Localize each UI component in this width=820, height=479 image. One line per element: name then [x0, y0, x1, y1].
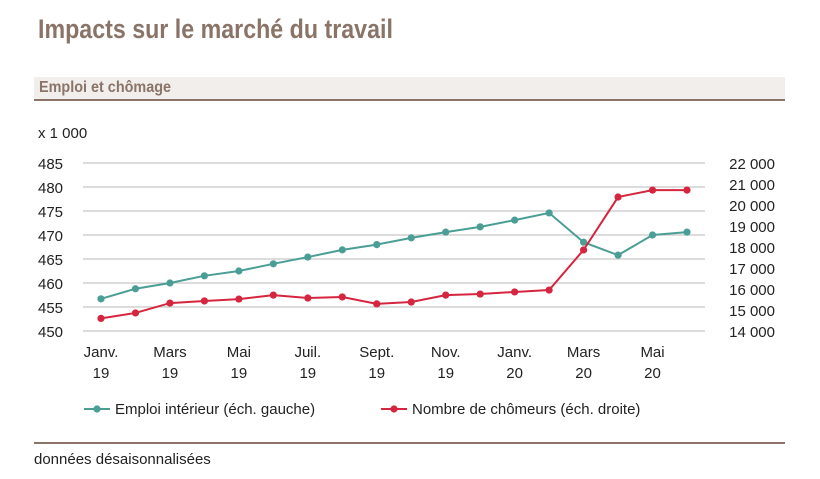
- x-axis-tick-label: 20: [506, 365, 523, 382]
- data-point: [235, 295, 243, 303]
- x-axis-tick-label: Mars: [567, 344, 600, 361]
- data-point: [235, 267, 243, 275]
- data-point: [131, 285, 140, 293]
- x-axis-tick-label: Janv.: [497, 344, 532, 361]
- right-axis-tick-label: 16 000: [729, 282, 775, 299]
- x-axis-tick-label: Mars: [153, 344, 186, 361]
- x-axis-tick-label: 19: [93, 365, 110, 382]
- data-point: [166, 299, 174, 307]
- data-point: [97, 295, 105, 303]
- x-axis-tick-label: Nov.: [431, 344, 461, 361]
- right-axis-tick-label: 19 000: [729, 219, 775, 236]
- x-axis-tick-label: Juil.: [294, 344, 321, 361]
- series-line-2: [100, 189, 687, 320]
- legend-label: Emploi intérieur (éch. gauche): [115, 401, 315, 418]
- x-axis-tick-label: 19: [162, 365, 179, 382]
- right-axis-tick-label: 17 000: [729, 261, 775, 278]
- data-point: [511, 216, 519, 224]
- data-point: [683, 228, 691, 236]
- data-point: [648, 231, 657, 239]
- left-axis-tick-label: 465: [38, 252, 63, 269]
- x-axis-tick-label: Mai: [227, 344, 251, 361]
- right-axis-tick-label: 14 000: [729, 324, 775, 341]
- data-point: [131, 309, 140, 317]
- data-point: [442, 291, 450, 299]
- legend-marker: [390, 405, 398, 413]
- left-axis-tick-label: 460: [38, 276, 63, 293]
- data-point: [338, 293, 346, 301]
- data-point: [373, 241, 381, 249]
- x-axis-tick-label: Janv.: [84, 344, 119, 361]
- x-axis-tick-label: 20: [575, 365, 592, 382]
- x-axis-tick-label: 19: [231, 365, 248, 382]
- data-point: [97, 314, 105, 322]
- data-point: [648, 186, 657, 194]
- right-axis-tick-label: 22 000: [729, 156, 775, 173]
- data-point: [476, 290, 484, 298]
- data-point: [545, 286, 553, 294]
- x-axis-tick-label: 19: [437, 365, 454, 382]
- page-title: Impacts sur le marché du travail: [38, 14, 393, 44]
- data-point: [200, 297, 209, 305]
- x-axis-tick-label: Mai: [640, 344, 664, 361]
- section-header: Emploi et chômage: [34, 77, 785, 101]
- data-point: [407, 234, 415, 242]
- data-point: [407, 298, 415, 306]
- series-line-1: [100, 211, 688, 300]
- data-point: [579, 238, 588, 246]
- footnote: données désaisonnalisées: [34, 451, 211, 468]
- unit-label: x 1 000: [38, 125, 88, 142]
- left-axis-tick-label: 475: [38, 204, 63, 221]
- left-axis-tick-label: 455: [38, 300, 63, 317]
- data-point: [511, 288, 519, 296]
- data-point: [476, 223, 484, 231]
- data-point: [338, 246, 346, 254]
- right-axis-tick-label: 18 000: [729, 240, 775, 257]
- data-point: [614, 193, 622, 201]
- section-title: Emploi et chômage: [39, 79, 172, 96]
- data-point: [166, 279, 174, 287]
- data-point: [269, 291, 277, 299]
- x-axis-tick-label: Sept.: [359, 344, 394, 361]
- legend-marker: [93, 405, 101, 413]
- x-axis-tick-label: 20: [644, 365, 661, 382]
- data-point: [442, 228, 450, 236]
- data-point: [545, 209, 553, 217]
- data-point: [304, 294, 312, 302]
- data-point: [200, 272, 209, 280]
- x-axis-tick-label: 19: [368, 365, 385, 382]
- data-point: [614, 251, 622, 259]
- data-point: [683, 186, 691, 194]
- data-point: [579, 246, 588, 254]
- left-axis-tick-label: 480: [38, 180, 63, 197]
- right-axis-tick-label: 21 000: [729, 177, 775, 194]
- right-axis-tick-label: 15 000: [729, 303, 775, 320]
- data-point: [269, 260, 277, 268]
- data-point: [373, 300, 381, 308]
- data-point: [304, 253, 312, 261]
- right-axis-tick-label: 20 000: [729, 198, 775, 215]
- legend-label: Nombre de chômeurs (éch. droite): [412, 401, 640, 418]
- left-axis-tick-label: 485: [38, 156, 63, 173]
- left-axis-tick-label: 470: [38, 228, 63, 245]
- footer-divider: [34, 442, 785, 444]
- left-axis-tick-label: 450: [38, 324, 63, 341]
- x-axis-tick-label: 19: [299, 365, 316, 382]
